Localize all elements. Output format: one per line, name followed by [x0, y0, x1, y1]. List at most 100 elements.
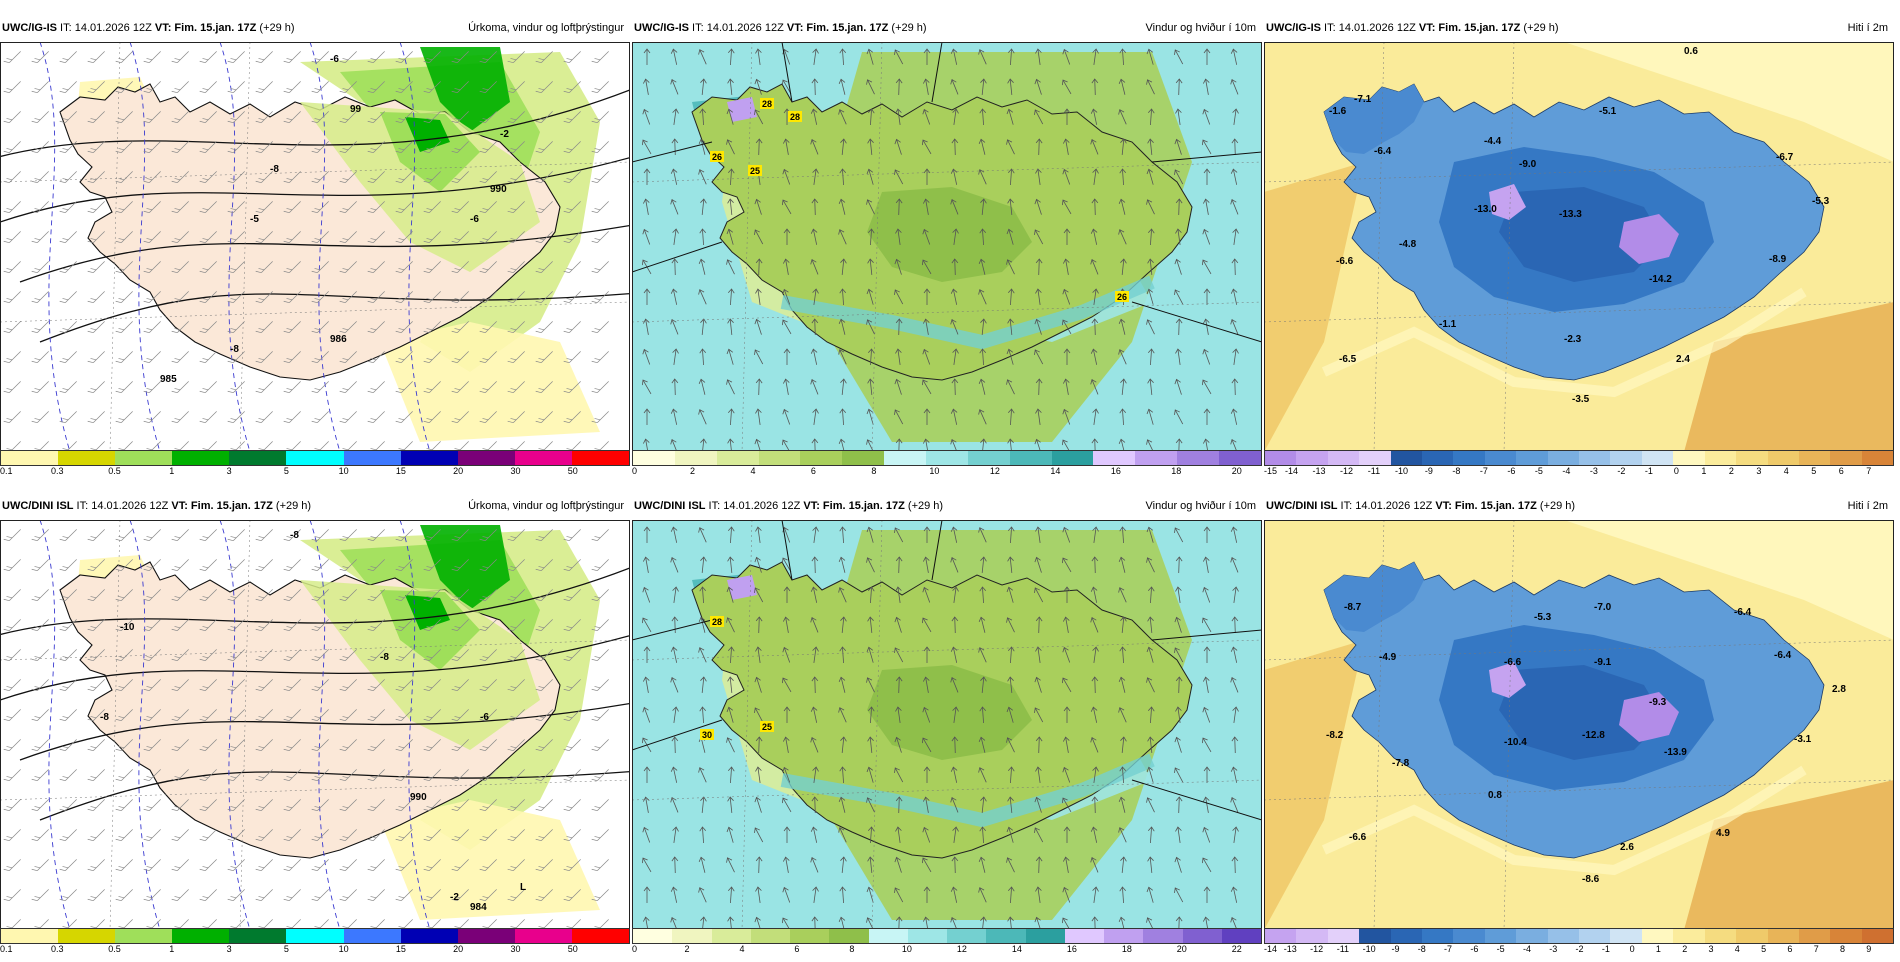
- wind-arrow: [812, 646, 819, 663]
- wind-barb: [171, 321, 189, 333]
- isobar: [19, 224, 630, 283]
- lead-time: (+29 h): [904, 500, 944, 512]
- wind-barb: [395, 351, 413, 363]
- wind-arrow: [1090, 258, 1099, 275]
- wind-barb: [423, 171, 441, 183]
- wind-arrow: [1034, 556, 1042, 573]
- wind-arrow: [1230, 526, 1238, 543]
- wind-barb: [339, 529, 357, 541]
- wind-arrow: [980, 198, 987, 215]
- wind-barb: [591, 351, 609, 363]
- wind-barb: [591, 889, 609, 901]
- wind-arrow: [782, 319, 792, 335]
- temperature-label: 0.8: [1488, 790, 1502, 801]
- temperature-label: -8.7: [1344, 602, 1362, 613]
- wind-barb: [199, 739, 217, 751]
- map-view[interactable]: 28 28 26 25 26: [632, 42, 1262, 452]
- wind-arrow: [867, 258, 874, 275]
- wind-arrow: [671, 616, 679, 634]
- wind-barb: [451, 859, 469, 871]
- colorbar-tick-label: 20: [1176, 944, 1187, 954]
- wind-arrow: [1146, 557, 1155, 573]
- wind-arrow: [1092, 646, 1099, 663]
- colorbar-segment: [926, 451, 968, 465]
- wind-arrow: [1202, 438, 1210, 452]
- colorbar-segment: [868, 929, 908, 943]
- map-view[interactable]: -6 -2 -8 -6 -8 -5 990 986 985 99: [0, 42, 630, 452]
- colorbar-tick-label: 20: [453, 466, 464, 476]
- panel-igis-precip: UWC/IG-IS IT: 14.01.2026 12Z VT: Fim. 15…: [0, 14, 630, 484]
- map-view[interactable]: 0.6 -7.1 -1.6 -6.4 -4.4 -5.1 -9.0 -6.7 -13.0 -13.…: [1264, 42, 1894, 452]
- colorbar-tick-label: -10: [1394, 466, 1408, 476]
- wind-barb: [311, 231, 329, 243]
- wind-barb: [31, 589, 49, 601]
- wind-arrow: [1092, 886, 1099, 903]
- wind-barb: [227, 709, 245, 721]
- wind-arrow: [950, 646, 958, 663]
- contour-label: -8: [100, 712, 109, 723]
- wind-barb: [563, 709, 581, 721]
- colorbar-segment: [1, 451, 59, 465]
- contour-label: -6: [330, 54, 339, 65]
- run-info: UWC/DINI ISL IT: 14.01.2026 12Z VT: Fim.…: [634, 492, 943, 520]
- wind-barb: [199, 351, 217, 363]
- wind-arrow: [1175, 108, 1182, 125]
- wind-barb: [87, 141, 105, 153]
- wind-arrow: [838, 438, 846, 452]
- temperature-label: -1.1: [1439, 319, 1457, 330]
- map-view[interactable]: 28 30 25: [632, 520, 1262, 930]
- panel-title: Hiti í 2m: [1847, 22, 1888, 34]
- panel-igis-wind: UWC/IG-IS IT: 14.01.2026 12Z VT: Fim. 15…: [632, 14, 1262, 484]
- wind-arrow: [1118, 707, 1127, 723]
- wind-barb: [115, 411, 133, 423]
- wind-arrow: [1231, 378, 1239, 396]
- wind-barb: [535, 679, 553, 691]
- wind-arrow: [1063, 826, 1071, 843]
- map-view[interactable]: -8 -10 -8 -6 -8 -2 990 984 L: [0, 520, 630, 930]
- wind-barb: [395, 291, 413, 303]
- wind-arrow: [811, 78, 819, 96]
- wind-arrow: [642, 826, 651, 843]
- wind-arrow: [866, 646, 874, 663]
- wind-arrow: [950, 886, 958, 903]
- colorbar-tick-label: 50: [567, 944, 578, 954]
- wind-barb: [339, 829, 357, 841]
- wind-arrow: [782, 557, 792, 573]
- wind-barb: [59, 799, 77, 811]
- panel-header: UWC/IG-IS IT: 14.01.2026 12Z VT: Fim. 15…: [1264, 14, 1894, 42]
- run-info: UWC/IG-IS IT: 14.01.2026 12Z VT: Fim. 15…: [1266, 14, 1559, 42]
- wind-arrow: [811, 556, 819, 574]
- run-info: UWC/DINI ISL IT: 14.01.2026 12Z VT: Fim.…: [2, 492, 311, 520]
- wind-barb: [423, 351, 441, 363]
- temperature-label: 2.4: [1676, 354, 1690, 365]
- wind-barb: [395, 201, 413, 213]
- colorbar-tick-label: 2: [1682, 944, 1688, 954]
- wind-barb: [535, 769, 553, 781]
- wind-barb: [59, 381, 77, 393]
- gust-band: [780, 275, 1155, 350]
- wind-arrow: [1118, 676, 1126, 693]
- wind-arrow: [1007, 288, 1015, 306]
- wind-arrow: [867, 856, 874, 873]
- wind-barb: [255, 351, 273, 363]
- wind-arrow: [698, 647, 707, 663]
- wind-barb: [283, 589, 301, 601]
- wind-barb: [115, 679, 133, 691]
- wind-barb: [311, 709, 329, 721]
- wind-barb: [31, 709, 49, 721]
- panel-title: Hiti í 2m: [1847, 500, 1888, 512]
- wind-barb: [367, 619, 385, 631]
- colorbar-tick-label: 0.3: [51, 944, 64, 954]
- wind-arrow: [1120, 856, 1127, 873]
- wind-arrow: [1062, 616, 1070, 633]
- colorbar-segment: [1327, 451, 1360, 465]
- colorbar-segment: [1453, 929, 1485, 943]
- wind-barb: [479, 51, 497, 63]
- map-view[interactable]: -8.7 -5.3 -7.0 -6.4 -4.9 -6.6 -9.1 -6.4 -9.3 2.8-…: [1264, 520, 1894, 930]
- wind-barb: [31, 291, 49, 303]
- wind-arrow: [894, 169, 904, 185]
- wind-barb: [563, 351, 581, 363]
- wind-arrow: [810, 826, 818, 843]
- wind-barb: [255, 859, 273, 871]
- wind-barb: [423, 799, 441, 811]
